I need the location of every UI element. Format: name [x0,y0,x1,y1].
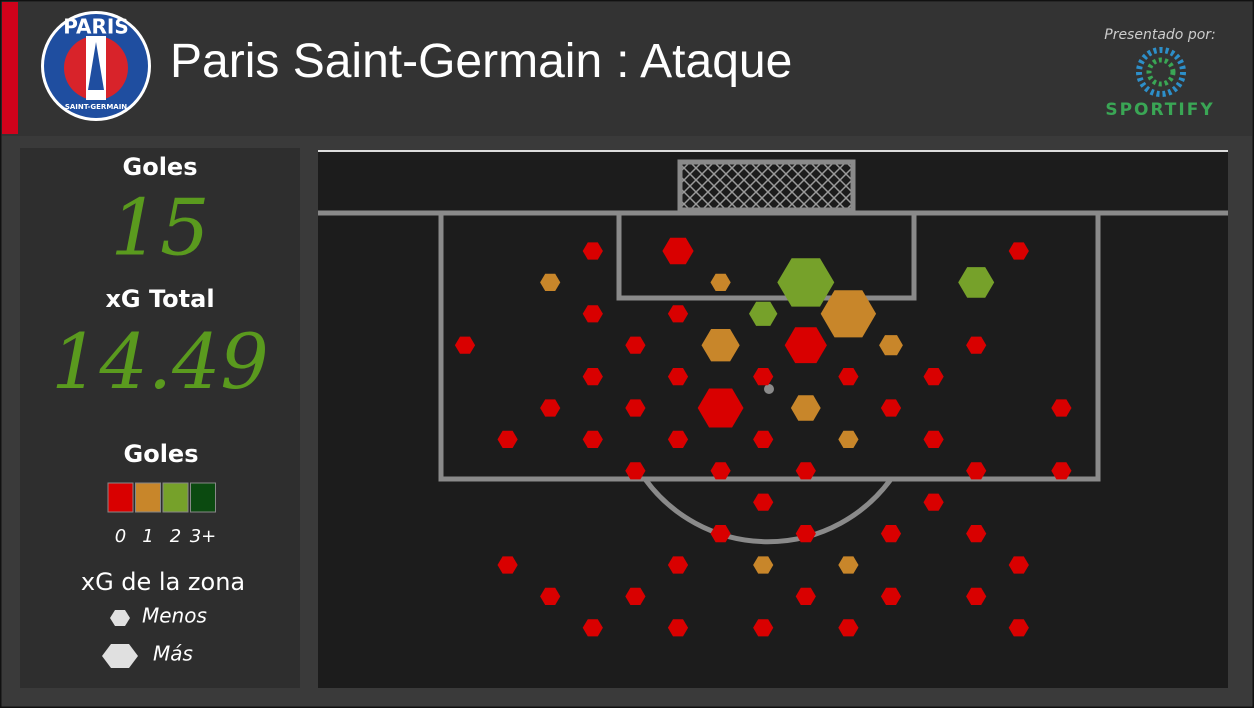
legend-swatch [190,482,216,513]
zone-hex [582,305,603,323]
zone-hex [540,399,561,417]
zone-hex [923,430,944,448]
zone-hex [838,368,859,386]
logo-top: PARIS [63,15,129,39]
zone-hex [753,430,774,448]
zone-hex [753,556,774,574]
zone-hex [838,430,859,448]
zone-hex [667,556,689,574]
zone-hex [667,305,689,323]
sponsor-logo [1136,47,1186,97]
zone-hex [582,430,603,448]
zone-hex [662,237,694,265]
size-small-hex [110,610,130,626]
logo: PARIS SAINT-GERMAIN [41,11,151,121]
zone-hex [625,336,646,354]
zone-hex [820,290,877,338]
size-large-hex [102,644,138,668]
zone-hex [1008,619,1029,637]
header [2,2,1252,136]
xg-value: 14.49 [51,317,269,406]
size-large: Más [153,642,193,666]
legend-label: 3+ [190,526,217,547]
zone-hex [753,493,774,511]
zone-hex [582,242,603,260]
title-main: Paris Saint-Germain [170,35,602,88]
zone-hex [625,462,646,480]
legend-swatch [107,482,134,513]
side-panel [20,148,300,688]
goals-label: Goles [123,153,198,181]
zone-hex [710,273,731,291]
zone-hex [1008,242,1029,260]
legend-label: 0 [115,526,126,547]
zone-hex [966,462,987,480]
zone-hex [667,619,689,637]
zone-hex [879,335,903,356]
zone-hex [1051,462,1072,480]
zone-hex [923,368,944,386]
shot-map [454,237,1072,637]
zone-hex [880,399,902,417]
zone-hex [966,336,987,354]
zone-hex [667,430,689,448]
zone-hex [667,368,689,386]
logo-bottom: SAINT-GERMAIN [65,103,127,111]
zone-hex [880,525,902,543]
zone-hex [749,301,778,326]
zone-hex [1051,399,1072,417]
zone-hex [777,258,835,307]
zone-hex [701,329,740,362]
zone-hex [625,587,646,605]
title: Paris Saint-Germain : Ataque [170,35,792,88]
zone-hex [497,430,518,448]
sponsor-label: Presentado por: [1104,27,1216,43]
zone-hex [540,587,561,605]
legend-swatch [162,482,189,513]
accent-bar [2,2,18,134]
size-title: xG de la zona [81,568,245,596]
goals-value: 15 [110,184,209,274]
zone-hex [838,556,859,574]
zone-hex [1008,556,1029,574]
legend-label: 2 [170,526,181,547]
zone-hex [540,273,561,291]
zone-hex [966,587,987,605]
zone-hex [625,399,646,417]
zone-hex [795,462,816,480]
zone-hex [784,327,827,364]
zone-hex [710,462,731,480]
zone-hex [790,395,821,421]
zone-hex [582,368,603,386]
zone-hex [958,267,995,298]
legend-label: 1 [142,526,153,547]
legend-title: Goles [124,440,199,468]
legend: 0 1 2 3+ [107,482,217,547]
sponsor: SPORTIFY [1105,100,1214,120]
zone-hex [753,619,774,637]
zone-hex [497,556,518,574]
zone-hex [795,587,816,605]
zone-hex [582,619,603,637]
zone-hex [923,493,944,511]
xg-label: xG Total [105,285,214,313]
zone-hex [880,587,902,605]
size-small: Menos [142,604,207,628]
zone-hex [710,525,731,543]
legend-swatch [135,482,161,513]
zone-hex [454,336,476,354]
zone-hex [753,368,774,386]
zone-hex [697,388,744,428]
zone-hex [795,525,816,543]
zone-hex [838,619,859,637]
zone-hex [966,525,987,543]
pitch [318,150,1228,688]
title-sub: : Ataque [616,35,792,88]
